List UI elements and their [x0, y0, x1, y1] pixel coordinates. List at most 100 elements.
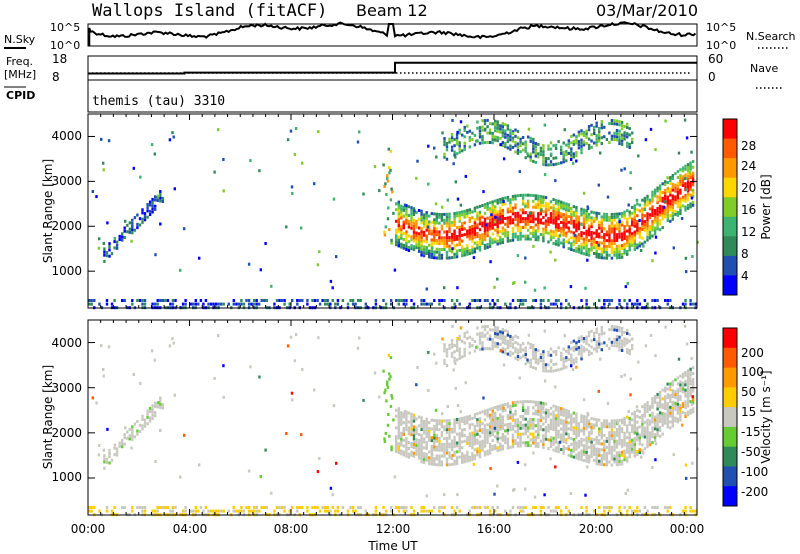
power-cell — [547, 217, 550, 221]
power-cell — [496, 225, 499, 228]
power-cell — [516, 229, 520, 233]
power-cell — [351, 299, 355, 302]
velocity-cell — [629, 393, 632, 397]
velocity-cell — [486, 337, 489, 341]
power-cell — [252, 302, 256, 306]
power-cell — [425, 249, 428, 252]
velocity-cell — [572, 446, 576, 450]
power-cell — [491, 141, 494, 145]
power-cell — [491, 215, 494, 218]
power-cell — [686, 183, 690, 187]
velocity-cell — [575, 447, 578, 451]
power-cell — [483, 229, 487, 233]
velocity-cell — [264, 448, 267, 452]
power-cell — [562, 227, 565, 231]
velocity-cell — [554, 425, 558, 429]
power-cell — [620, 124, 624, 127]
power-cell — [410, 235, 413, 239]
power-cell — [582, 130, 586, 134]
velocity-cell — [420, 506, 423, 509]
velocity-cell — [671, 400, 674, 404]
velocity-cell — [689, 506, 692, 509]
power-cell — [653, 212, 657, 215]
velocity-cell — [544, 366, 548, 370]
velocity-cell — [623, 331, 626, 334]
power-cell — [161, 299, 164, 302]
power-cell — [641, 225, 644, 228]
velocity-cell — [443, 419, 446, 423]
velocity-cell — [521, 403, 525, 407]
power-cell — [321, 299, 324, 302]
velocity-cell — [618, 439, 621, 443]
power-cell — [529, 231, 532, 235]
velocity-cell — [397, 430, 400, 434]
power-cell — [473, 218, 477, 222]
power-cell — [664, 191, 667, 195]
velocity-cell — [526, 358, 529, 362]
velocity-cell — [496, 428, 499, 432]
power-cell — [631, 243, 634, 247]
power-cell — [501, 232, 504, 236]
velocity-cell — [453, 459, 456, 463]
velocity-cell — [658, 428, 662, 432]
velocity-cell — [524, 429, 527, 433]
power-cell — [476, 223, 479, 227]
velocity-cell — [242, 509, 246, 513]
velocity-cell — [453, 424, 456, 428]
power-cell — [395, 202, 398, 206]
power-cell — [446, 198, 449, 202]
power-cell — [126, 230, 129, 234]
power-cell — [590, 225, 593, 229]
power-cell — [450, 224, 454, 227]
power-cell — [664, 299, 667, 302]
velocity-cell — [598, 333, 601, 337]
power-cell — [445, 212, 449, 216]
velocity-cell — [679, 409, 682, 413]
power-cell — [560, 148, 563, 152]
velocity-cell — [661, 420, 664, 424]
power-cell — [115, 246, 119, 250]
power-cell — [501, 229, 504, 233]
velocity-cell — [585, 338, 588, 342]
velocity-cell — [486, 437, 489, 441]
power-cell — [161, 200, 164, 203]
velocity-cell — [580, 455, 583, 459]
velocity-cell — [481, 428, 484, 431]
power-cell — [610, 119, 614, 122]
velocity-cell — [686, 398, 690, 402]
power-cell — [676, 202, 680, 206]
power-cell — [521, 220, 525, 224]
velocity-cell — [519, 444, 522, 448]
power-cell — [415, 225, 418, 229]
power-cell — [557, 237, 560, 241]
power-cell — [676, 193, 680, 197]
velocity-cell — [608, 506, 611, 509]
velocity-cell — [633, 431, 636, 435]
power-cell — [615, 238, 619, 242]
velocity-cell — [577, 457, 581, 461]
velocity-cell — [590, 417, 593, 421]
power-cell — [552, 156, 555, 160]
power-cell — [502, 200, 505, 204]
velocity-cell — [595, 459, 598, 463]
power-cell — [554, 179, 557, 183]
power-cell — [582, 220, 586, 224]
velocity-cell — [395, 441, 398, 445]
velocity-cell — [105, 457, 109, 461]
velocity-cell — [580, 437, 583, 441]
power-cell — [529, 217, 532, 221]
power-cell — [537, 226, 540, 230]
power-cell — [539, 218, 543, 222]
power-cell — [448, 221, 451, 225]
velocity-cell — [318, 509, 322, 513]
velocity-cell — [454, 386, 457, 390]
velocity-cell — [529, 365, 532, 368]
power-cell — [407, 249, 411, 252]
velocity-cell — [445, 428, 449, 432]
power-cell — [656, 224, 659, 228]
power-cell — [664, 212, 667, 216]
power-cell — [426, 225, 430, 229]
power-cell — [615, 119, 619, 123]
velocity-cell — [638, 436, 641, 440]
velocity-cell — [534, 360, 537, 364]
